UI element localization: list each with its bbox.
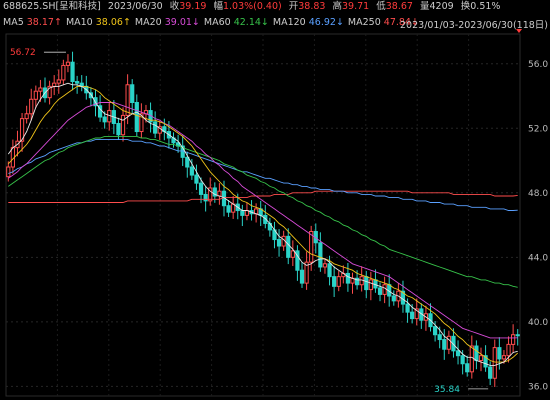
y-tick-label: 52.0 [528, 124, 548, 134]
candle-body [489, 367, 492, 378]
candle-body [365, 277, 368, 290]
candle-body [433, 327, 436, 335]
candle-body [411, 312, 414, 318]
candle-body [76, 82, 79, 84]
y-tick-label: 40.0 [528, 318, 548, 328]
candle-body [57, 80, 60, 83]
candle-body [512, 335, 515, 345]
candle-body [135, 103, 138, 132]
candle-body [117, 123, 120, 134]
candle-body [204, 194, 207, 200]
candle-body [199, 183, 202, 194]
candle-body [300, 270, 303, 283]
candle-body [7, 167, 10, 177]
candle-body [470, 346, 473, 372]
candle-body [34, 91, 37, 99]
candle-body [466, 364, 469, 372]
candle-body [39, 88, 42, 91]
candle-body [479, 356, 482, 361]
candle-body [328, 264, 331, 277]
candle-body [66, 62, 69, 65]
candle-body [498, 348, 501, 359]
candle-body [103, 117, 106, 122]
candle-body [502, 356, 505, 359]
candle-body [475, 346, 478, 361]
candle-body [277, 240, 280, 246]
candle-body [378, 288, 381, 294]
candle-body [406, 304, 409, 312]
y-tick-label: 48.0 [528, 189, 548, 199]
candle-body [323, 264, 326, 267]
candle-body [310, 232, 313, 263]
candle-body [25, 114, 28, 119]
candle-body [319, 243, 322, 267]
y-tick-label: 44.0 [528, 253, 548, 263]
candle-body [126, 85, 129, 116]
candle-body [131, 85, 134, 103]
candle-body [507, 344, 510, 355]
candle-body [195, 175, 198, 183]
candle-body [53, 83, 56, 86]
candle-body [227, 206, 230, 212]
candle-body [121, 115, 124, 134]
y-tick-label: 56.0 [528, 60, 548, 70]
candle-body [190, 167, 193, 175]
candle-body [383, 285, 386, 295]
candle-body [346, 273, 349, 283]
candle-body [291, 251, 294, 257]
candle-body [186, 157, 189, 167]
candle-body [241, 211, 244, 216]
candle-body [516, 335, 519, 336]
max-price-label: 56.72 [10, 48, 36, 58]
candle-body [154, 122, 157, 133]
candle-body [71, 62, 74, 81]
candle-body [461, 356, 464, 364]
candle-body [287, 236, 290, 257]
min-price-label: 35.84 [434, 385, 460, 395]
candle-body [62, 65, 65, 80]
candle-body [30, 99, 33, 114]
candle-body [493, 348, 496, 379]
candle-body [443, 340, 446, 350]
y-tick-label: 36.0 [528, 382, 548, 392]
candle-body [333, 277, 336, 287]
candle-body [438, 335, 441, 340]
candle-body [456, 351, 459, 356]
candle-body [369, 280, 372, 290]
candle-body [392, 296, 395, 301]
candle-body [337, 277, 340, 287]
